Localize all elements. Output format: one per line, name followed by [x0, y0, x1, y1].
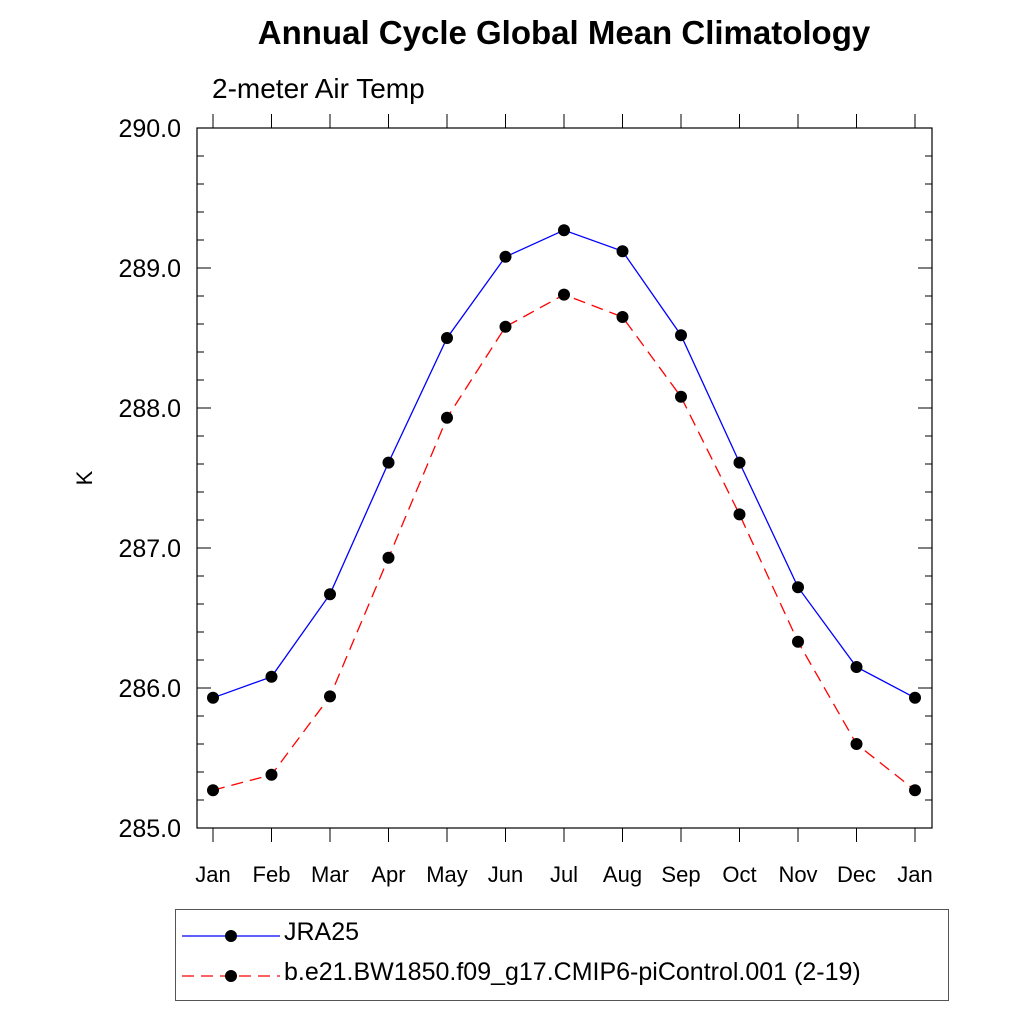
data-point-series-0	[324, 588, 336, 601]
data-point-series-1	[850, 738, 863, 750]
y-tick-label: 285.0	[118, 815, 181, 843]
plot-frame	[196, 127, 933, 829]
data-point-series-1	[382, 551, 395, 564]
legend-label-jra25: JRA25	[284, 918, 360, 946]
legend-swatch-cmip6	[182, 970, 280, 982]
y-tick-label: 290.0	[118, 115, 181, 143]
chart-subtitle: 2-meter Air Temp	[212, 73, 425, 104]
data-point-series-1	[733, 508, 746, 521]
data-point-series-1	[441, 411, 453, 424]
data-point-series-1	[616, 311, 629, 323]
x-tick-label: Sep	[661, 862, 700, 887]
series-line-1	[212, 293, 916, 791]
data-point-series-0	[265, 670, 278, 683]
major-ticks	[197, 114, 932, 842]
data-point-series-1	[558, 288, 570, 301]
y-tick-label: 287.0	[118, 535, 181, 563]
legend-swatch-jra25	[182, 930, 280, 942]
data-point-series-0	[850, 661, 863, 673]
y-tick-label: 288.0	[118, 395, 181, 423]
data-point-series-0	[558, 224, 570, 237]
y-tick-label: 289.0	[118, 255, 181, 283]
data-point-series-0	[675, 329, 687, 342]
x-tick-label: Nov	[778, 862, 817, 887]
legend-item-jra25: JRA25	[176, 914, 948, 954]
data-point-series-0	[499, 250, 512, 263]
legend-label-cmip6: b.e21.BW1850.f09_g17.CMIP6-piControl.001…	[284, 958, 861, 986]
x-tick-label: Jul	[550, 862, 578, 887]
x-tick-label: Jun	[488, 862, 523, 887]
x-tick-label: Apr	[371, 862, 405, 887]
data-point-series-0	[616, 245, 629, 258]
chart-title: Annual Cycle Global Mean Climatology	[257, 14, 871, 51]
data-point-series-0	[441, 332, 453, 344]
x-tick-label: Jan	[195, 862, 230, 887]
data-point-series-0	[207, 691, 219, 704]
data-point-series-1	[675, 390, 687, 403]
x-tick-label: Aug	[603, 862, 642, 887]
x-tick-label: May	[426, 862, 468, 887]
data-point-series-1	[265, 768, 278, 781]
legend-item-cmip6: b.e21.BW1850.f09_g17.CMIP6-piControl.001…	[176, 956, 948, 996]
x-tick-labels: Jan Feb Mar Apr May Jun Jul Aug Sep Oct Nov Dec Jan	[195, 862, 932, 887]
series-layer	[207, 224, 921, 797]
minor-ticks	[197, 155, 932, 801]
y-axis-label: K	[72, 470, 97, 485]
data-point-series-0	[382, 456, 395, 469]
y-tick-labels: 285.0 286.0 287.0 288.0 289.0 290.0	[118, 115, 181, 843]
x-tick-label: Oct	[722, 862, 756, 887]
data-point-series-0	[792, 581, 804, 594]
data-point-series-0	[733, 456, 746, 469]
x-tick-label: Jan	[897, 862, 932, 887]
data-point-series-1	[207, 784, 219, 797]
x-tick-label: Dec	[837, 862, 876, 887]
data-point-series-1	[792, 635, 804, 648]
x-tick-label: Mar	[311, 862, 349, 887]
data-point-series-0	[909, 691, 921, 704]
x-tick-label: Feb	[253, 862, 291, 887]
legend: JRA25 b.e21.BW1850.f09_g17.CMIP6-piContr…	[175, 909, 949, 1001]
y-tick-label: 286.0	[118, 675, 181, 703]
data-point-series-1	[324, 690, 336, 703]
data-point-series-1	[499, 320, 512, 333]
data-point-series-1	[909, 784, 921, 797]
